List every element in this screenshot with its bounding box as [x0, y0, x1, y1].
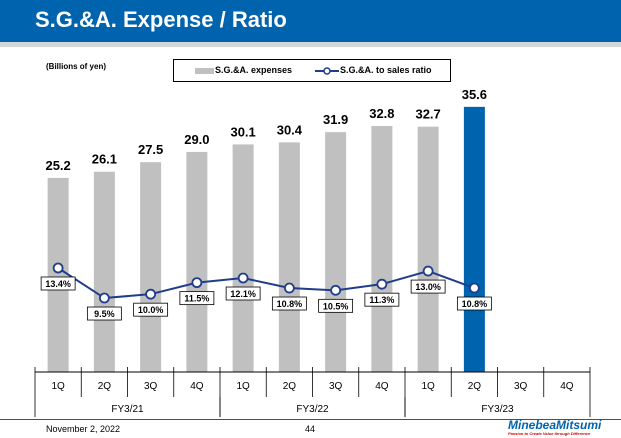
bar: [463, 106, 485, 373]
ratio-value-label: 11.5%: [184, 294, 209, 304]
ratio-label-box: [86, 306, 122, 321]
ratio-value-label: 11.3%: [369, 295, 394, 305]
x-tick-label: 2Q: [98, 381, 112, 392]
x-tick-label: 1Q: [236, 381, 250, 392]
footer-line: [0, 419, 621, 420]
ratio-value-label: 10.8%: [277, 299, 303, 309]
bar-value-label: 32.8: [369, 106, 394, 121]
ratio-label-box: [456, 296, 492, 311]
bar-value-label: 30.4: [277, 122, 303, 137]
bar-value-label: 35.6: [462, 87, 487, 102]
group-label: FY3/23: [481, 404, 514, 415]
ratio-point: [422, 265, 434, 277]
bar: [47, 177, 69, 372]
bar-value-label: 32.7: [415, 107, 440, 122]
bar: [278, 142, 300, 372]
ratio-label-box: [318, 298, 354, 313]
x-tick-label: 3Q: [514, 381, 528, 392]
ratio-label-box: [225, 286, 261, 301]
ratio-label-box: [133, 302, 169, 317]
ratio-point: [237, 272, 249, 284]
legend-bar-label: S.G.&A. expenses: [215, 65, 293, 75]
bar-value-label: 27.5: [138, 142, 163, 157]
ratio-value-label: 13.0%: [415, 282, 441, 292]
bar-value-label: 31.9: [323, 112, 348, 127]
divider: [0, 42, 621, 47]
legend-line-icon: [315, 67, 339, 75]
ratio-value-label: 12.1%: [230, 289, 256, 299]
company-logo: MinebeaMitsumi Passion to Create Value th…: [508, 418, 602, 436]
x-tick-label: 3Q: [144, 381, 158, 392]
bar: [325, 132, 347, 372]
bar-value-label: 30.1: [230, 124, 255, 139]
unit-label: (Billions of yen): [46, 62, 106, 71]
ratio-point: [52, 262, 64, 274]
bar: [232, 144, 254, 372]
ratio-value-label: 10.8%: [462, 299, 488, 309]
legend: S.G.&A. expenses S.G.&A. to sales ratio: [173, 59, 451, 82]
bar-value-label: 25.2: [45, 158, 70, 173]
page-title: S.G.&A. Expense / Ratio: [35, 7, 287, 32]
bar: [93, 171, 115, 372]
group-label: FY3/21: [111, 404, 144, 415]
ratio-label-box: [179, 291, 215, 306]
title-bar: S.G.&A. Expense / Ratio: [0, 0, 621, 42]
x-tick-label: 4Q: [560, 381, 574, 392]
ratio-point: [283, 282, 295, 294]
ratio-point: [145, 288, 157, 300]
ratio-value-label: 13.4%: [45, 279, 71, 289]
bar: [140, 162, 162, 372]
x-tick-label: 1Q: [51, 381, 65, 392]
legend-bar-swatch: [195, 68, 214, 74]
bar-value-label: 29.0: [184, 132, 209, 147]
footer-date: November 2, 2022: [46, 424, 121, 434]
ratio-point: [191, 277, 203, 289]
x-tick-label: 2Q: [283, 381, 297, 392]
x-tick-label: 4Q: [190, 381, 204, 392]
x-tick-label: 4Q: [375, 381, 389, 392]
group-label: FY3/22: [296, 404, 329, 415]
ratio-point: [98, 292, 110, 304]
ratio-point: [330, 284, 342, 296]
bar: [186, 151, 208, 372]
ratio-value-label: 10.5%: [323, 301, 349, 311]
page-number: 44: [305, 424, 316, 434]
ratio-label-box: [410, 279, 446, 294]
bar: [417, 126, 439, 372]
ratio-label-box: [271, 296, 307, 311]
ratio-label-box: [40, 276, 76, 291]
bar: [371, 125, 393, 372]
x-tick-label: 1Q: [421, 381, 435, 392]
ratio-point: [468, 282, 480, 294]
ratio-value-label: 9.5%: [94, 309, 115, 319]
ratio-value-label: 10.0%: [138, 305, 164, 315]
ratio-label-box: [364, 292, 400, 307]
x-tick-label: 3Q: [329, 381, 343, 392]
bar-value-label: 26.1: [92, 152, 117, 167]
legend-line-label: S.G.&A. to sales ratio: [340, 65, 432, 75]
ratio-point: [376, 278, 388, 290]
ratio-line: [57, 267, 475, 300]
x-tick-label: 2Q: [468, 381, 482, 392]
